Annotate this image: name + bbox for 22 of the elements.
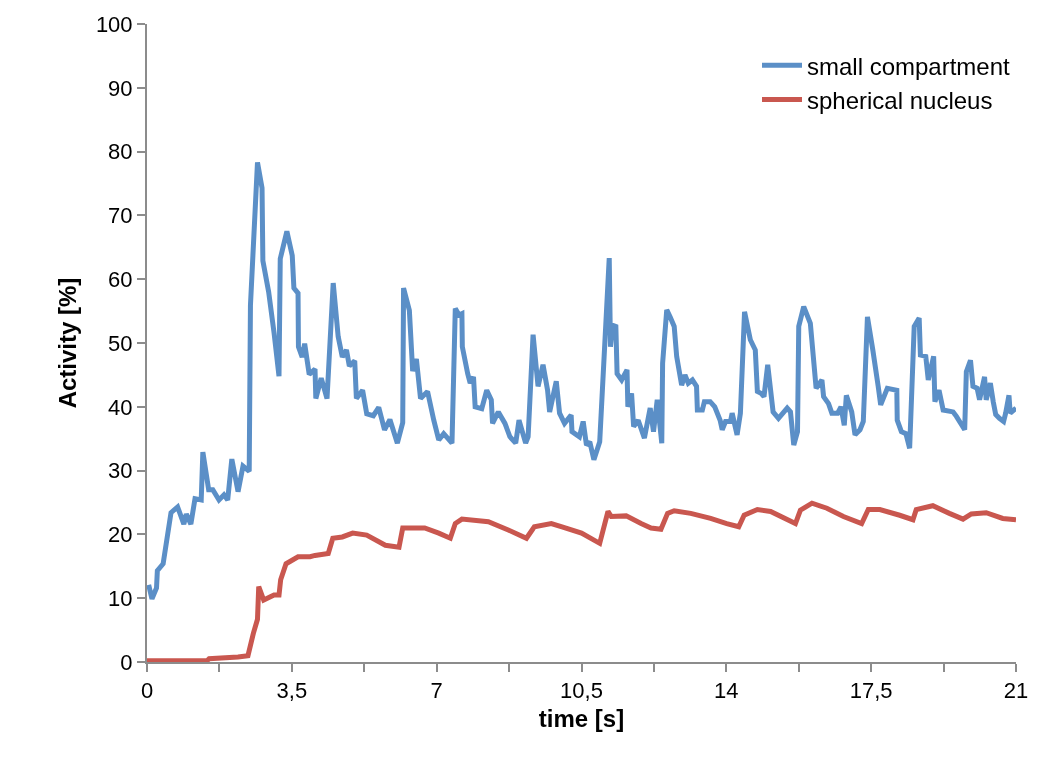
x-tick-label: 3,5: [276, 678, 308, 704]
legend-label: small compartment: [807, 52, 1011, 80]
y-axis-title: Activity [%]: [54, 277, 82, 409]
y-tick-label: 70: [108, 203, 133, 229]
x-tick-label: 21: [1003, 678, 1029, 704]
y-tick-label: 10: [108, 585, 133, 611]
y-tick-label: 80: [108, 139, 133, 165]
y-tick-label: 60: [108, 266, 133, 292]
y-tick-label: 0: [120, 649, 133, 675]
x-tick-label: 14: [714, 678, 739, 704]
y-tick-label: 50: [108, 330, 133, 356]
y-tick-label: 40: [108, 394, 133, 420]
x-tick-label: 0: [140, 678, 154, 704]
x-tick-label: 7: [430, 678, 443, 704]
y-tick-label: 30: [108, 458, 133, 484]
x-tick-label: 17,5: [849, 678, 893, 704]
legend-label: spherical nucleus: [807, 86, 993, 114]
x-tick-label: 10,5: [560, 678, 603, 704]
y-tick-label: 90: [108, 75, 133, 101]
y-tick-label: 100: [95, 11, 133, 37]
x-axis-title: time [s]: [538, 705, 625, 733]
y-tick-label: 20: [108, 522, 133, 548]
